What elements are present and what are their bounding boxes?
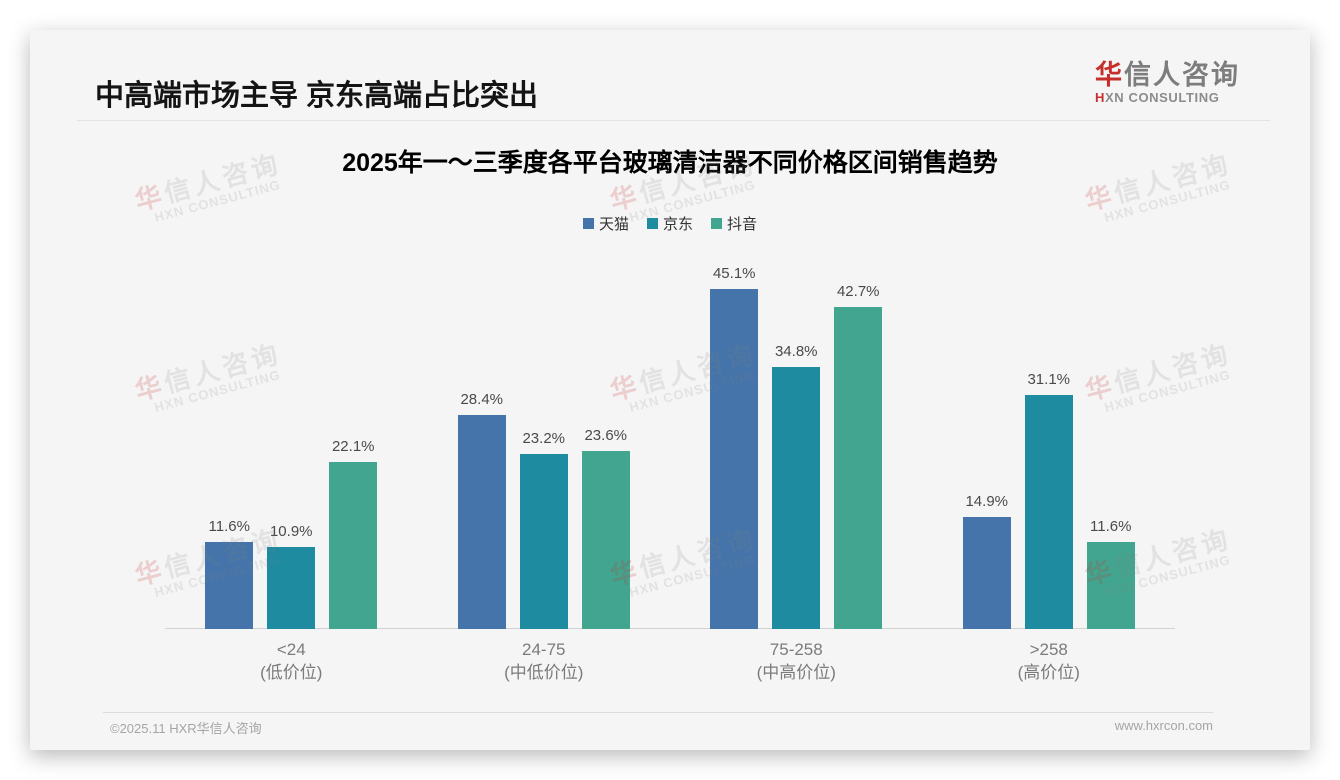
bar-value-label: 22.1% <box>331 438 375 455</box>
logo-english-name: HXN CONSULTING <box>1095 90 1240 105</box>
category-tier: (中低价位) <box>504 663 584 682</box>
bar-value-label: 14.9% <box>965 493 1009 510</box>
bar-抖音-2 <box>834 307 883 629</box>
bar-天猫-2 <box>710 289 759 629</box>
bar-value-label: 28.4% <box>460 391 504 408</box>
category-range: <24 <box>276 640 306 659</box>
category-range: 75-258 <box>769 640 823 659</box>
footer-website: www.hxrcon.com <box>1114 718 1213 733</box>
page-title: 中高端市场主导 京东高端占比突出 <box>95 80 539 112</box>
logo-rest-chars: 信人咨询 <box>1124 60 1240 90</box>
footer-copyright: ©2025.11 HXR华信人咨询 <box>110 721 262 736</box>
watermark-accent-char: 华 <box>606 179 644 217</box>
bar-col: 10.9% <box>267 523 316 629</box>
bar-value-label: 11.6% <box>208 518 250 535</box>
category-label-1: 24-75 (中低价位) <box>418 638 671 684</box>
logo-chinese-name: 华信人咨询 <box>1095 60 1240 90</box>
category-label-3: >258 (高价位) <box>923 638 1176 684</box>
legend-label: 京东 <box>662 216 693 233</box>
legend-swatch-icon <box>711 218 722 229</box>
bar-col: 34.8% <box>772 343 821 629</box>
bar-chart: 11.6% 10.9% 22.1% <24 (低价位) 28.4% 23.2% 23.6% 24… <box>165 229 1176 682</box>
bar-抖音-3 <box>1086 542 1135 629</box>
bar-京东-2 <box>772 367 821 629</box>
bar-col: 14.9% <box>962 493 1011 629</box>
category-range: 24-75 <box>522 640 566 659</box>
category-tier: (中高价位) <box>756 663 836 682</box>
bar-天猫-0 <box>205 542 254 629</box>
category-label-0: <24 (低价位) <box>165 638 418 684</box>
legend-item-1[interactable]: 京东 <box>646 213 693 234</box>
watermark-accent-char: 华 <box>131 369 169 407</box>
logo-en-accent: H <box>1095 90 1105 105</box>
legend-label: 天猫 <box>598 216 629 233</box>
bar-col: 23.6% <box>581 427 630 629</box>
category-range: >258 <box>1029 640 1068 659</box>
report-card: 中高端市场主导 京东高端占比突出 华信人咨询 HXN CONSULTING 20… <box>30 30 1310 750</box>
bar-value-label: 23.2% <box>522 430 566 447</box>
bar-天猫-1 <box>457 415 506 629</box>
watermark-accent-char: 华 <box>131 179 169 217</box>
bar-col: 22.1% <box>329 438 378 629</box>
bar-group-0: 11.6% 10.9% 22.1% <24 (低价位) <box>165 229 418 682</box>
legend-item-0[interactable]: 天猫 <box>582 213 629 234</box>
bar-value-label: 34.8% <box>774 343 818 360</box>
bar-天猫-3 <box>962 517 1011 629</box>
bar-value-label: 10.9% <box>269 523 313 540</box>
legend-swatch-icon <box>582 218 594 229</box>
company-logo: 华信人咨询 HXN CONSULTING <box>1095 60 1240 105</box>
bar-col: 45.1% <box>710 265 759 629</box>
bar-col: 31.1% <box>1024 371 1073 629</box>
footer-divider <box>103 712 1213 713</box>
bar-value-label: 11.6% <box>1090 518 1132 535</box>
bar-京东-1 <box>519 454 568 629</box>
bar-col: 23.2% <box>519 430 568 629</box>
category-label-2: 75-258 (中高价位) <box>670 638 923 684</box>
chart-title: 2025年一～三季度各平台玻璃清洁器不同价格区间销售趋势 <box>342 149 998 177</box>
bar-value-label: 31.1% <box>1027 371 1071 388</box>
bar-col: 42.7% <box>834 283 883 629</box>
bar-京东-0 <box>267 547 316 629</box>
legend-label: 抖音 <box>727 216 758 233</box>
legend-swatch-icon <box>646 218 658 229</box>
bar-抖音-0 <box>329 462 378 629</box>
chart-legend: 天猫 京东 抖音 <box>30 213 1310 234</box>
x-axis-line <box>165 628 1175 629</box>
watermark-accent-char: 华 <box>131 554 169 592</box>
logo-en-rest: XN CONSULTING <box>1105 90 1220 105</box>
bar-col: 28.4% <box>457 391 506 629</box>
bar-group-2: 45.1% 34.8% 42.7% 75-258 (中高价位) <box>670 229 923 682</box>
legend-item-2[interactable]: 抖音 <box>711 213 757 234</box>
bar-value-label: 42.7% <box>836 283 880 300</box>
bar-col: 11.6% <box>205 518 254 629</box>
bar-抖音-1 <box>581 451 630 629</box>
bar-group-3: 14.9% 31.1% 11.6% >258 (高价位) <box>923 229 1176 682</box>
bar-group-1: 28.4% 23.2% 23.6% 24-75 (中低价位) <box>418 229 671 682</box>
bar-京东-3 <box>1024 395 1073 629</box>
bar-value-label: 23.6% <box>584 427 628 444</box>
category-tier: (高价位) <box>1017 663 1080 682</box>
bar-value-label: 45.1% <box>712 265 756 282</box>
logo-accent-char: 华 <box>1095 60 1124 90</box>
bar-col: 11.6% <box>1086 518 1135 629</box>
category-tier: (低价位) <box>260 663 323 682</box>
header-divider <box>77 120 1270 121</box>
watermark-accent-char: 华 <box>1081 179 1119 217</box>
